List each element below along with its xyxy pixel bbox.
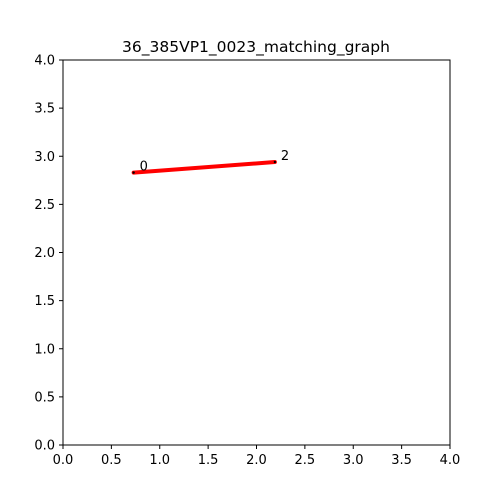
x-tick-label: 2.5 (295, 453, 316, 468)
y-tick-label: 2.0 (34, 246, 55, 261)
y-tick-label: 4.0 (34, 54, 55, 69)
x-tick-label: 3.5 (391, 453, 412, 468)
x-tick-label: 2.0 (246, 453, 267, 468)
graph-edge (131, 160, 277, 175)
y-tick-label: 2.5 (34, 198, 55, 213)
y-tick-label: 0.0 (34, 439, 55, 454)
x-tick-label: 3.0 (343, 453, 364, 468)
node-label: 2 (281, 149, 289, 164)
y-tick-label: 3.0 (34, 150, 55, 165)
nodes: 02 (132, 149, 289, 175)
graph-node (132, 171, 135, 174)
x-tick-label: 0.0 (53, 453, 74, 468)
x-tick-label: 1.0 (149, 453, 170, 468)
node-label: 0 (140, 160, 148, 175)
chart-title: 36_385VP1_0023_matching_graph (122, 38, 390, 57)
graph-node (273, 160, 277, 164)
y-tick-label: 0.5 (34, 390, 55, 405)
y-tick-label: 1.5 (34, 294, 55, 309)
y-axis: 0.0 0.5 1.0 1.5 2.0 2.5 3.0 3.5 4.0 (34, 54, 63, 454)
x-axis: 0.0 0.5 1.0 1.5 2.0 2.5 3.0 3.5 4.0 (53, 445, 461, 468)
x-tick-label: 0.5 (101, 453, 122, 468)
x-tick-label: 4.0 (440, 453, 461, 468)
x-tick-label: 1.5 (198, 453, 219, 468)
y-tick-label: 1.0 (34, 342, 55, 357)
plot-frame (62, 59, 451, 446)
y-tick-label: 3.5 (34, 102, 55, 117)
edges (131, 160, 277, 175)
